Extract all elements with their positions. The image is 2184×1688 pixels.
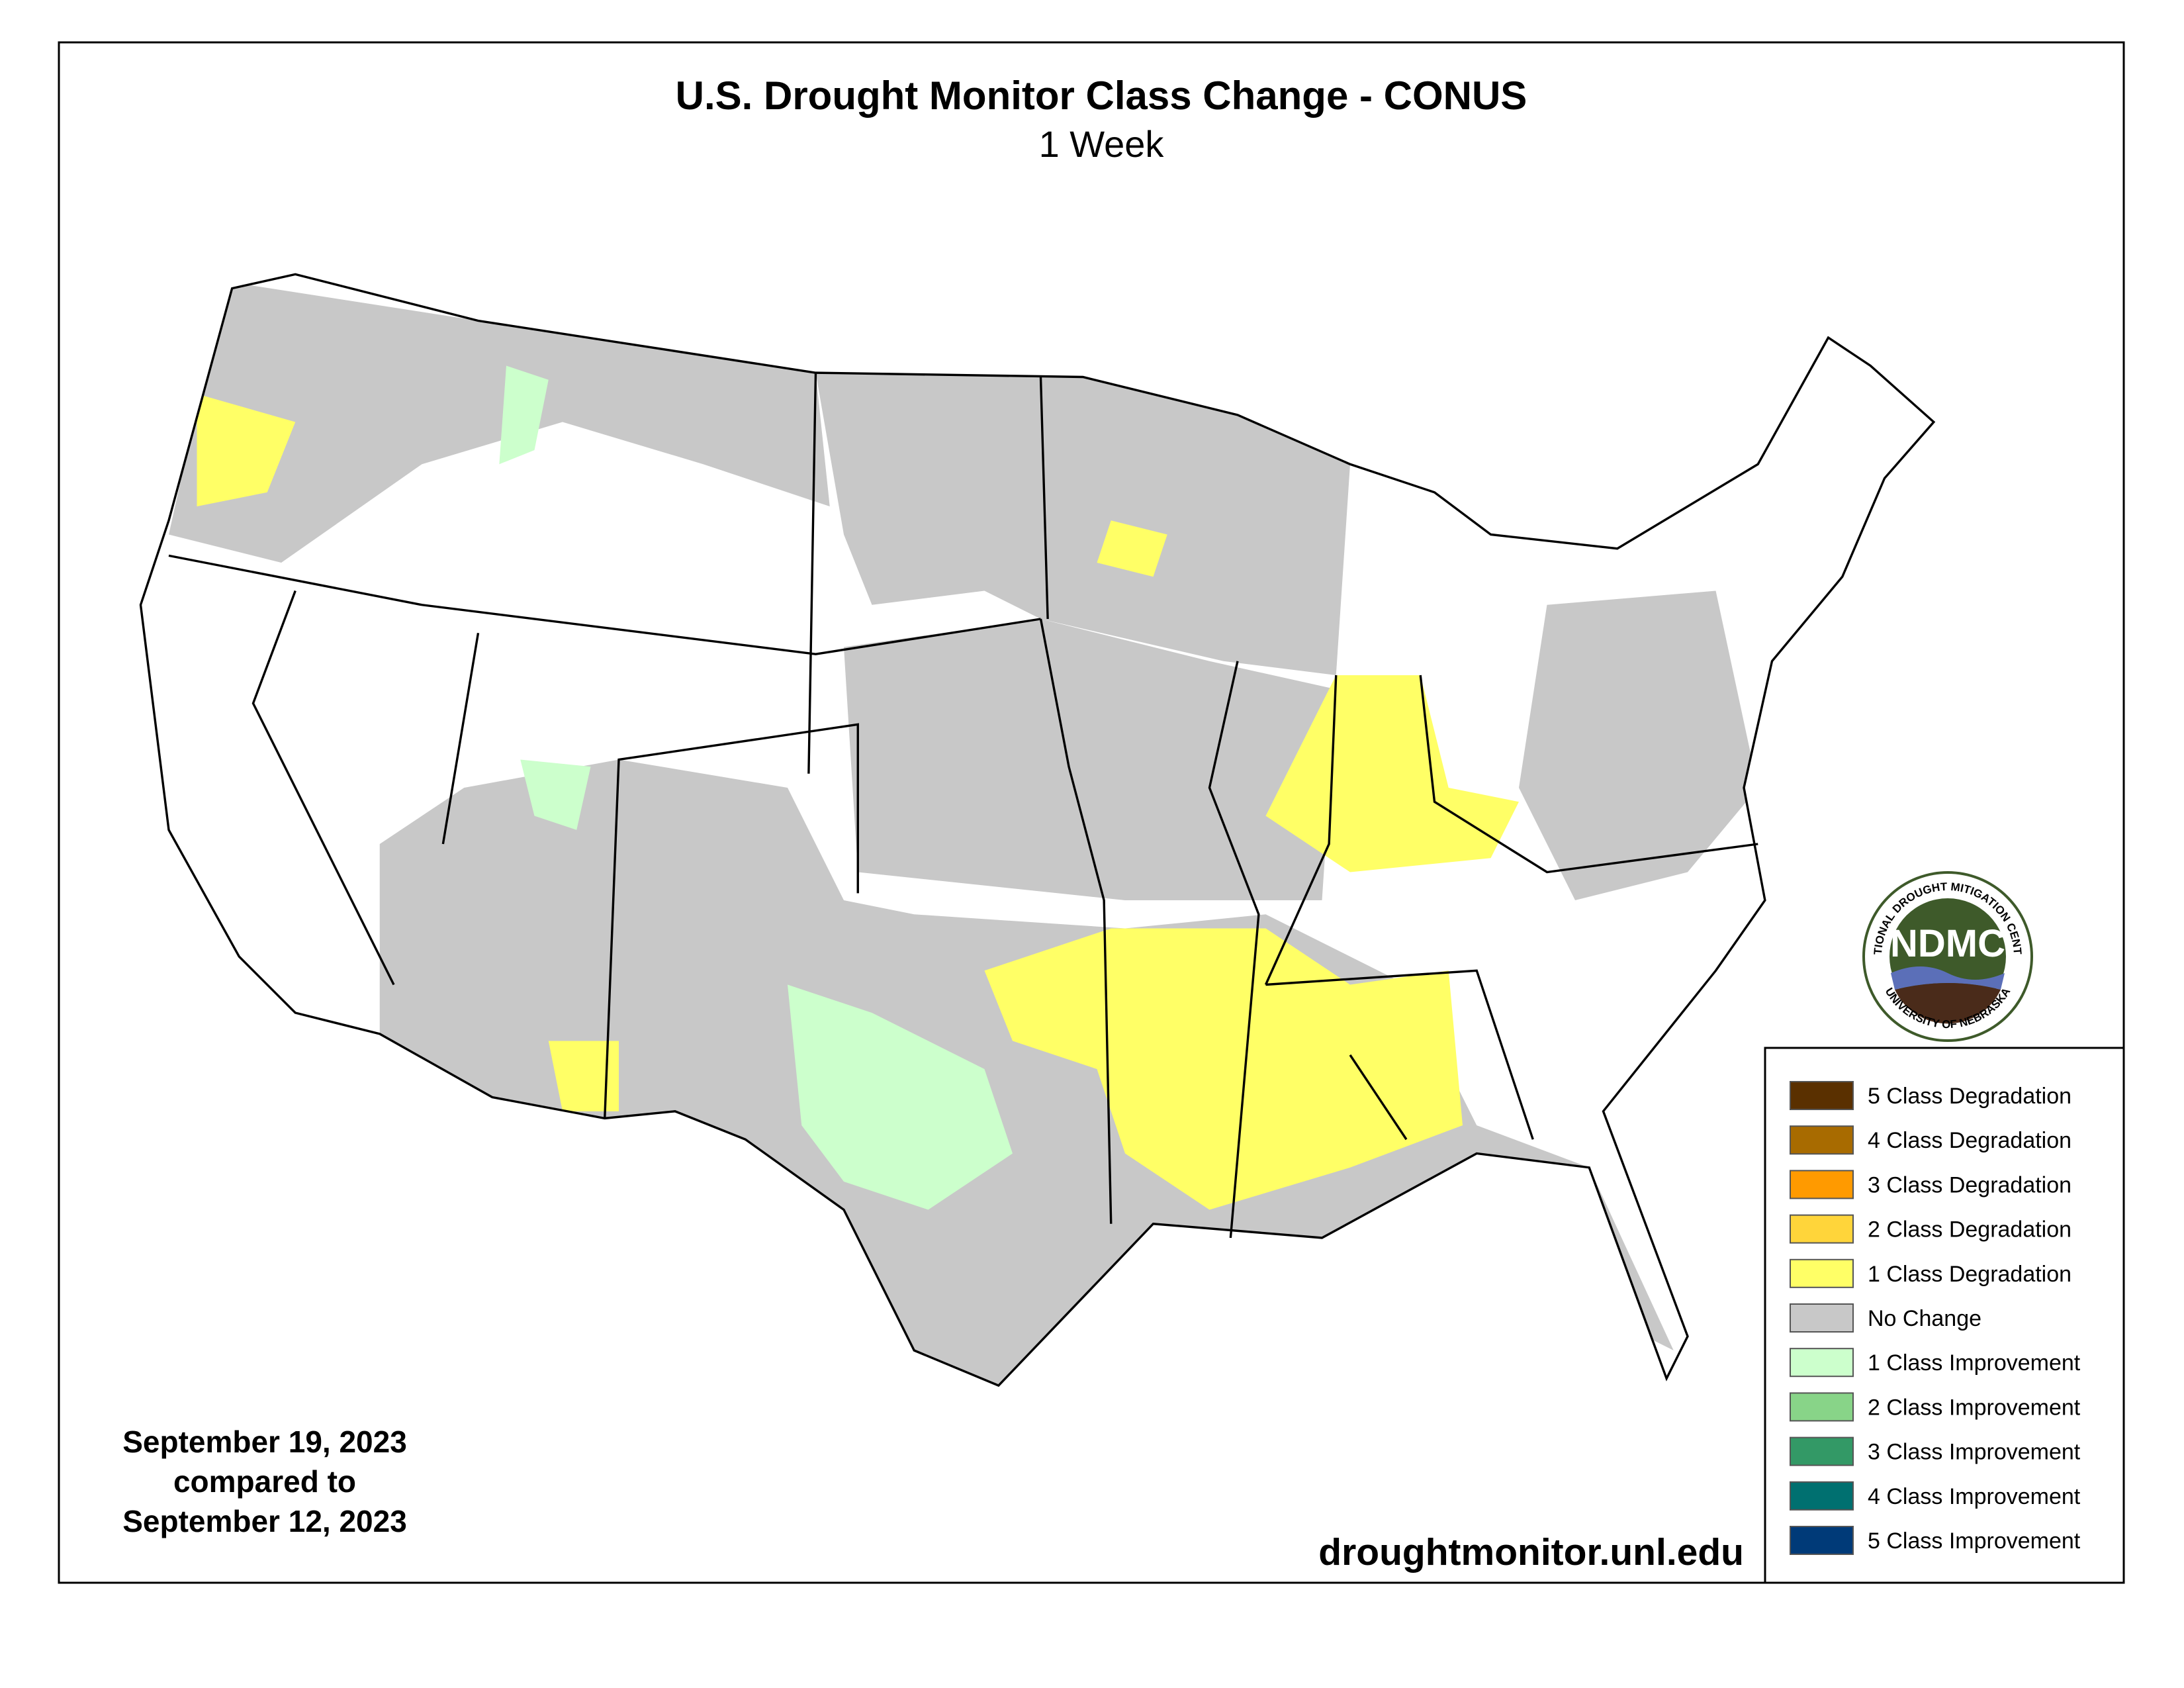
legend-swatch — [1790, 1481, 1854, 1511]
degradation-area — [197, 394, 296, 506]
source-url: droughtmonitor.unl.edu — [1318, 1531, 1744, 1573]
title: U.S. Drought Monitor Class Change - CONU… — [676, 73, 1527, 118]
legend-swatch — [1790, 1348, 1854, 1378]
legend-swatch — [1790, 1392, 1854, 1422]
date-line: compared to — [173, 1464, 356, 1499]
legend-label: 3 Class Degradation — [1868, 1172, 2071, 1197]
no-change-area — [1519, 590, 1758, 900]
legend-label: 2 Class Degradation — [1868, 1217, 2071, 1243]
date-line: September 12, 2023 — [122, 1504, 407, 1538]
legend-label: 1 Class Improvement — [1868, 1350, 2081, 1376]
legend-swatch — [1790, 1258, 1854, 1288]
map — [139, 273, 1935, 1387]
logo-water — [1891, 966, 2005, 990]
logo-soil — [1895, 983, 2001, 1024]
legend-label: 2 Class Improvement — [1868, 1395, 2081, 1420]
improvement-area — [499, 365, 549, 465]
no-change-area — [379, 759, 1674, 1386]
degradation-area — [1097, 520, 1167, 577]
no-change-area — [169, 281, 830, 563]
legend-swatch — [1790, 1436, 1854, 1466]
date-note: September 19, 2023 compared to September 1… — [122, 1425, 407, 1538]
legend-swatch — [1790, 1081, 1854, 1110]
legend-swatch — [1790, 1526, 1854, 1555]
legend-swatch — [1790, 1170, 1854, 1199]
legend-label: 5 Class Improvement — [1868, 1528, 2081, 1554]
legend-label: No Change — [1868, 1306, 1981, 1331]
state-lines — [168, 373, 1758, 1239]
logo: NDMC NATIONAL DROUGHT MITIGATION CENTER … — [1862, 871, 2033, 1042]
legend: 5 Class Degradation 4 Class Degradation 3 … — [1790, 1081, 2081, 1555]
legend-label: 4 Class Degradation — [1868, 1128, 2071, 1153]
improvement-area — [520, 759, 591, 830]
legend-label: 3 Class Improvement — [1868, 1440, 2081, 1465]
legend-label: 1 Class Degradation — [1868, 1262, 2071, 1287]
legend-label: 5 Class Degradation — [1868, 1084, 2071, 1109]
degradation-area — [984, 928, 1463, 1210]
subtitle: 1 Week — [1039, 123, 1165, 165]
legend-label: 4 Class Improvement — [1868, 1484, 2081, 1509]
degradation-area — [548, 1041, 619, 1111]
logo-abbr: NDMC — [1890, 922, 2005, 965]
no-change-area — [844, 619, 1336, 900]
improvement-area — [788, 984, 1013, 1210]
legend-swatch — [1790, 1125, 1854, 1155]
legend-swatch — [1790, 1214, 1854, 1244]
no-change-area — [815, 373, 1350, 675]
date-line: September 19, 2023 — [122, 1425, 407, 1459]
legend-swatch — [1790, 1303, 1854, 1333]
